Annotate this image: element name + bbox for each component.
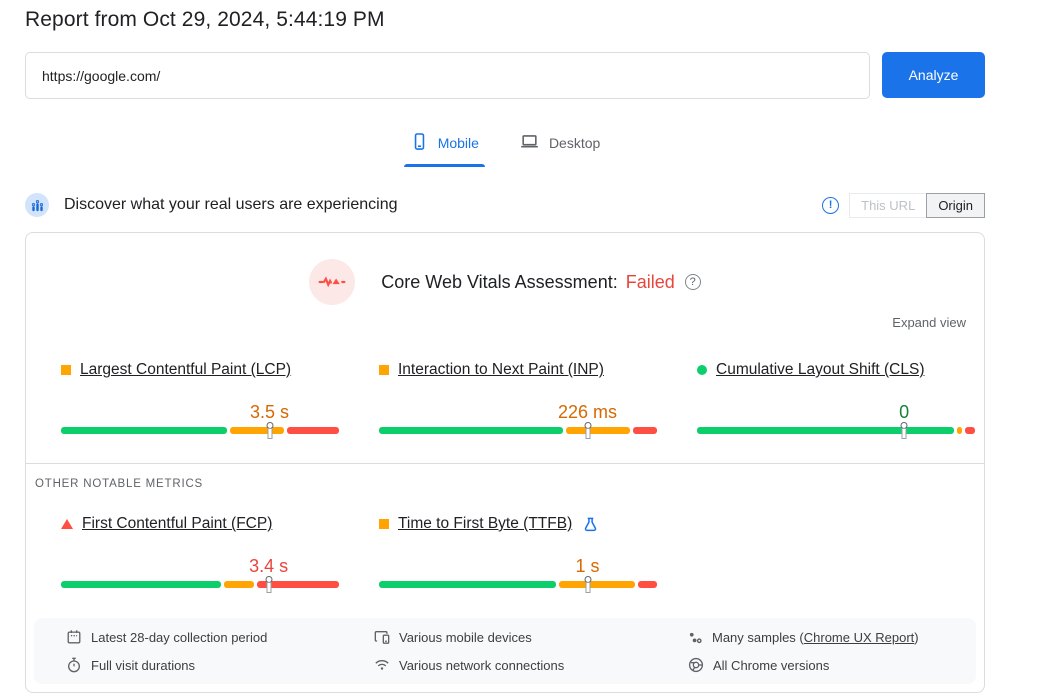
network-connections-label: Various network connections bbox=[399, 657, 565, 673]
scope-toggle: This URL Origin bbox=[849, 192, 985, 218]
info-icon[interactable]: ! bbox=[822, 196, 840, 214]
p75-marker bbox=[265, 422, 274, 438]
distribution-segment bbox=[229, 427, 285, 434]
cwv-assessment-header: Core Web Vitals Assessment: Failed ? bbox=[26, 259, 984, 305]
metric-status-icon bbox=[379, 519, 389, 529]
p75-marker bbox=[264, 576, 273, 592]
crux-header-row: Discover what your real users are experi… bbox=[25, 188, 985, 222]
tab-mobile[interactable]: Mobile bbox=[403, 122, 486, 167]
mobile-phone-icon bbox=[410, 132, 429, 154]
core-metrics-row: Largest Contentful Paint (LCP) 3.5 s Int… bbox=[61, 361, 976, 439]
metric-value: 3.4 s bbox=[249, 556, 289, 576]
distribution-segment bbox=[61, 581, 222, 588]
distribution-segment bbox=[379, 581, 556, 588]
metric-status-icon bbox=[697, 365, 707, 375]
samples-label: Many samples (Chrome UX Report) bbox=[712, 629, 919, 645]
metric-link-ttfb[interactable]: Time to First Byte (TTFB) bbox=[398, 515, 573, 532]
metric-status-icon bbox=[61, 519, 73, 529]
distribution-segment bbox=[697, 427, 955, 434]
mobile-devices-label: Various mobile devices bbox=[399, 629, 532, 645]
url-input[interactable] bbox=[25, 52, 870, 99]
distribution-bar bbox=[61, 422, 340, 438]
core-web-vitals-icon bbox=[309, 259, 356, 305]
p75-marker bbox=[583, 576, 592, 592]
other-metrics-row: First Contentful Paint (FCP) 3.4 s Time … bbox=[61, 515, 976, 593]
distribution-bar bbox=[379, 422, 657, 438]
metric-value: 1 s bbox=[575, 556, 600, 576]
metric-status-icon bbox=[379, 365, 389, 375]
experimental-flask-icon bbox=[583, 517, 598, 532]
distribution-segment bbox=[565, 427, 630, 434]
analyze-button[interactable]: Analyze bbox=[882, 52, 985, 98]
samples-icon bbox=[688, 630, 703, 645]
metric-inp: Interaction to Next Paint (INP) 226 ms bbox=[379, 361, 657, 439]
real-users-icon bbox=[25, 193, 49, 217]
field-data-card: Core Web Vitals Assessment: Failed ? Exp… bbox=[25, 232, 985, 693]
calendar-icon bbox=[66, 629, 82, 645]
chrome-versions-info: All Chrome versions bbox=[688, 651, 976, 679]
metric-ttfb: Time to First Byte (TTFB) 1 s bbox=[379, 515, 657, 593]
distribution-bar bbox=[697, 422, 975, 438]
samples-info: Many samples (Chrome UX Report) bbox=[688, 623, 976, 651]
metric-status-icon bbox=[61, 365, 71, 375]
cwv-assessment-result: Failed bbox=[625, 271, 675, 292]
stopwatch-icon bbox=[66, 657, 82, 673]
metric-link-inp[interactable]: Interaction to Next Paint (INP) bbox=[398, 361, 604, 378]
metric-value: 226 ms bbox=[557, 402, 618, 422]
network-connections-info: Various network connections bbox=[374, 651, 688, 679]
metric-cls: Cumulative Layout Shift (CLS) 0 bbox=[697, 361, 975, 439]
origin-toggle-button[interactable]: Origin bbox=[926, 192, 985, 218]
distribution-segment bbox=[558, 581, 635, 588]
distribution-bar bbox=[379, 576, 657, 592]
this-url-toggle-button[interactable]: This URL bbox=[849, 192, 928, 218]
metric-link-cls[interactable]: Cumulative Layout Shift (CLS) bbox=[716, 361, 925, 378]
collection-period-label: Latest 28-day collection period bbox=[91, 629, 268, 645]
mobile-devices-info: Various mobile devices bbox=[374, 623, 688, 651]
visit-durations-info: Full visit durations bbox=[66, 651, 374, 679]
device-tabs: Mobile Desktop bbox=[0, 122, 1010, 167]
distribution-segment bbox=[379, 427, 563, 434]
section-divider bbox=[26, 463, 984, 464]
distribution-segment bbox=[224, 581, 255, 588]
chrome-ux-report-link[interactable]: Chrome UX Report bbox=[803, 629, 915, 645]
distribution-segment bbox=[965, 427, 975, 434]
distribution-segment bbox=[61, 427, 227, 434]
collection-period-info: Latest 28-day collection period bbox=[66, 623, 374, 651]
visit-durations-label: Full visit durations bbox=[91, 657, 196, 673]
network-icon bbox=[374, 657, 390, 673]
metric-link-fcp[interactable]: First Contentful Paint (FCP) bbox=[82, 515, 273, 532]
distribution-bar bbox=[61, 576, 339, 592]
help-icon[interactable]: ? bbox=[684, 274, 701, 290]
tab-desktop-label: Desktop bbox=[548, 135, 601, 151]
expand-view-button[interactable]: Expand view bbox=[892, 315, 966, 330]
distribution-segment bbox=[632, 427, 657, 434]
distribution-segment bbox=[257, 581, 339, 588]
metric-value: 0 bbox=[899, 402, 910, 422]
chrome-icon bbox=[688, 657, 704, 673]
distribution-segment bbox=[287, 427, 340, 434]
other-metrics-heading: OTHER NOTABLE METRICS bbox=[35, 478, 204, 490]
tab-mobile-label: Mobile bbox=[437, 135, 479, 151]
desktop-laptop-icon bbox=[519, 132, 540, 154]
metric-value: 3.5 s bbox=[249, 402, 290, 422]
metric-lcp: Largest Contentful Paint (LCP) 3.5 s bbox=[61, 361, 340, 439]
data-source-footer: Latest 28-day collection period Full vis… bbox=[34, 618, 976, 684]
devices-icon bbox=[374, 629, 390, 645]
metric-fcp: First Contentful Paint (FCP) 3.4 s bbox=[61, 515, 339, 593]
cwv-assessment-label: Core Web Vitals Assessment: bbox=[381, 271, 618, 292]
tab-desktop[interactable]: Desktop bbox=[513, 122, 606, 167]
metric-link-lcp[interactable]: Largest Contentful Paint (LCP) bbox=[80, 361, 292, 378]
page-title: Report from Oct 29, 2024, 5:44:19 PM bbox=[25, 8, 385, 31]
distribution-segment bbox=[637, 581, 657, 588]
p75-marker bbox=[900, 422, 909, 438]
crux-section-title: Discover what your real users are experi… bbox=[64, 196, 398, 213]
chrome-versions-label: All Chrome versions bbox=[713, 657, 830, 673]
p75-marker bbox=[583, 422, 592, 438]
distribution-segment bbox=[957, 427, 963, 434]
